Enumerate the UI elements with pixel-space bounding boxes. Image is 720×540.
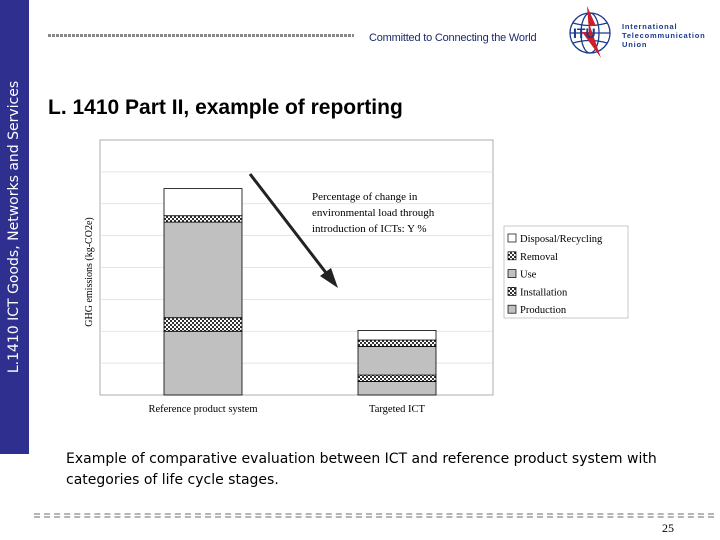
legend-swatch — [507, 304, 517, 314]
slide-title: L. 1410 Part II, example of reporting — [48, 96, 403, 119]
header-rule — [48, 34, 354, 37]
bar-segment — [357, 381, 437, 396]
legend-swatch — [507, 233, 517, 243]
bar-segment — [357, 345, 437, 376]
itu-logo: ITU — [569, 6, 611, 58]
legend-box — [503, 225, 629, 319]
logo-wordmark: International Telecommunication Union — [622, 22, 706, 49]
logo-mark: ITU — [573, 25, 596, 41]
arrow-shaft — [248, 173, 332, 279]
x-tick-label: Reference product system — [148, 404, 257, 415]
svg-text:environmental load through: environmental load through — [312, 207, 435, 219]
x-tick-label: Targeted ICT — [369, 404, 426, 415]
bar-segment — [163, 215, 243, 223]
annotation: Percentage of change in environmental lo… — [312, 191, 435, 235]
legend-swatch — [507, 287, 517, 296]
y-axis-label: GHG emissions (kg-CO2e) — [84, 217, 95, 326]
bar-segment — [357, 330, 437, 341]
figure-caption: Example of comparative evaluation betwee… — [66, 451, 657, 488]
stacked-bar-chart: Reference product system Targeted ICT GHG… — [84, 139, 629, 415]
svg-text:introduction of ICTs: Y %: introduction of ICTs: Y % — [312, 223, 427, 235]
legend-swatch — [507, 269, 517, 278]
header-tagline: Committed to Connecting the World — [369, 32, 537, 44]
bar-segment — [163, 317, 243, 332]
sidebar: L.1410 ICT Goods, Networks and Services — [0, 0, 29, 454]
sidebar-title: L.1410 ICT Goods, Networks and Services — [6, 80, 22, 374]
svg-text:Percentage of change in: Percentage of change in — [312, 191, 418, 203]
arrow-head — [320, 268, 338, 288]
legend-entry: Removal — [520, 252, 558, 263]
legend-entry: Installation — [520, 287, 568, 298]
lightning-icon — [582, 6, 601, 58]
legend-entry: Disposal/Recycling — [520, 234, 603, 245]
bar-segment — [163, 188, 243, 217]
legend-entry: Production — [520, 305, 567, 316]
bar-segment — [163, 221, 243, 319]
footer-rule — [34, 513, 714, 518]
page-number: 25 — [662, 521, 674, 535]
bar-segment — [357, 339, 437, 347]
bar-segment — [163, 330, 243, 396]
legend-entry: Use — [520, 270, 537, 281]
bar-segment — [357, 374, 437, 382]
change-arrow — [248, 173, 338, 288]
legend-swatch — [507, 251, 517, 261]
chart-legend: Disposal/Recycling Removal Use Installation… — [503, 225, 629, 319]
